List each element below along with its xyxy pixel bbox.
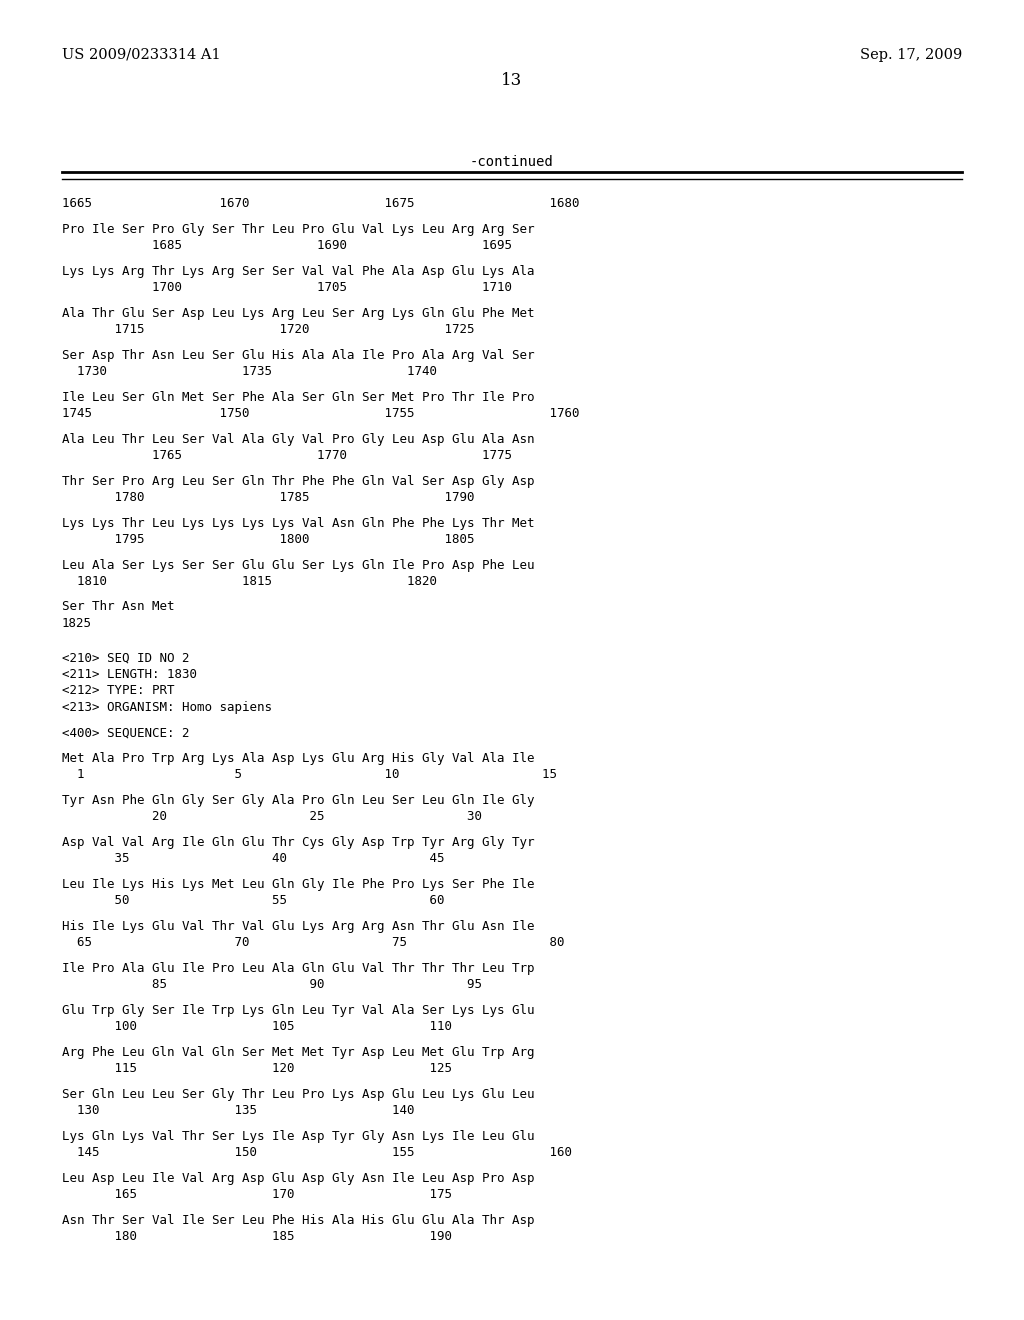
Text: Ser Asp Thr Asn Leu Ser Glu His Ala Ala Ile Pro Ala Arg Val Ser: Ser Asp Thr Asn Leu Ser Glu His Ala Ala …: [62, 348, 535, 362]
Text: 165                  170                  175: 165 170 175: [62, 1188, 452, 1201]
Text: Ala Thr Glu Ser Asp Leu Lys Arg Leu Ser Arg Lys Gln Glu Phe Met: Ala Thr Glu Ser Asp Leu Lys Arg Leu Ser …: [62, 306, 535, 319]
Text: 1795                  1800                  1805: 1795 1800 1805: [62, 533, 474, 546]
Text: <210> SEQ ID NO 2: <210> SEQ ID NO 2: [62, 652, 189, 664]
Text: 1                    5                   10                   15: 1 5 10 15: [62, 768, 557, 781]
Text: Tyr Asn Phe Gln Gly Ser Gly Ala Pro Gln Leu Ser Leu Gln Ile Gly: Tyr Asn Phe Gln Gly Ser Gly Ala Pro Gln …: [62, 795, 535, 807]
Text: 20                   25                   30: 20 25 30: [62, 810, 482, 824]
Text: <211> LENGTH: 1830: <211> LENGTH: 1830: [62, 668, 197, 681]
Text: 65                   70                   75                   80: 65 70 75 80: [62, 936, 564, 949]
Text: 1730                  1735                  1740: 1730 1735 1740: [62, 366, 437, 378]
Text: Glu Trp Gly Ser Ile Trp Lys Gln Leu Tyr Val Ala Ser Lys Lys Glu: Glu Trp Gly Ser Ile Trp Lys Gln Leu Tyr …: [62, 1005, 535, 1016]
Text: Ser Thr Asn Met: Ser Thr Asn Met: [62, 601, 174, 614]
Text: 50                   55                   60: 50 55 60: [62, 895, 444, 908]
Text: Asn Thr Ser Val Ile Ser Leu Phe His Ala His Glu Glu Ala Thr Asp: Asn Thr Ser Val Ile Ser Leu Phe His Ala …: [62, 1214, 535, 1228]
Text: 13: 13: [502, 73, 522, 88]
Text: 85                   90                   95: 85 90 95: [62, 978, 482, 991]
Text: Asp Val Val Arg Ile Gln Glu Thr Cys Gly Asp Trp Tyr Arg Gly Tyr: Asp Val Val Arg Ile Gln Glu Thr Cys Gly …: [62, 836, 535, 849]
Text: 35                   40                   45: 35 40 45: [62, 853, 444, 866]
Text: Thr Ser Pro Arg Leu Ser Gln Thr Phe Phe Gln Val Ser Asp Gly Asp: Thr Ser Pro Arg Leu Ser Gln Thr Phe Phe …: [62, 474, 535, 487]
Text: Leu Ala Ser Lys Ser Ser Glu Glu Ser Lys Gln Ile Pro Asp Phe Leu: Leu Ala Ser Lys Ser Ser Glu Glu Ser Lys …: [62, 558, 535, 572]
Text: 1685                  1690                  1695: 1685 1690 1695: [62, 239, 512, 252]
Text: 130                  135                  140: 130 135 140: [62, 1105, 415, 1118]
Text: 100                  105                  110: 100 105 110: [62, 1020, 452, 1034]
Text: <400> SEQUENCE: 2: <400> SEQUENCE: 2: [62, 726, 189, 739]
Text: Ile Pro Ala Glu Ile Pro Leu Ala Gln Glu Val Thr Thr Thr Leu Trp: Ile Pro Ala Glu Ile Pro Leu Ala Gln Glu …: [62, 962, 535, 975]
Text: Pro Ile Ser Pro Gly Ser Thr Leu Pro Glu Val Lys Leu Arg Arg Ser: Pro Ile Ser Pro Gly Ser Thr Leu Pro Glu …: [62, 223, 535, 235]
Text: 1810                  1815                  1820: 1810 1815 1820: [62, 576, 437, 587]
Text: 1765                  1770                  1775: 1765 1770 1775: [62, 449, 512, 462]
Text: Leu Ile Lys His Lys Met Leu Gln Gly Ile Phe Pro Lys Ser Phe Ile: Leu Ile Lys His Lys Met Leu Gln Gly Ile …: [62, 878, 535, 891]
Text: Leu Asp Leu Ile Val Arg Asp Glu Asp Gly Asn Ile Leu Asp Pro Asp: Leu Asp Leu Ile Val Arg Asp Glu Asp Gly …: [62, 1172, 535, 1185]
Text: Ala Leu Thr Leu Ser Val Ala Gly Val Pro Gly Leu Asp Glu Ala Asn: Ala Leu Thr Leu Ser Val Ala Gly Val Pro …: [62, 433, 535, 446]
Text: Met Ala Pro Trp Arg Lys Ala Asp Lys Glu Arg His Gly Val Ala Ile: Met Ala Pro Trp Arg Lys Ala Asp Lys Glu …: [62, 752, 535, 766]
Text: Ser Gln Leu Leu Ser Gly Thr Leu Pro Lys Asp Glu Leu Lys Glu Leu: Ser Gln Leu Leu Ser Gly Thr Leu Pro Lys …: [62, 1088, 535, 1101]
Text: 145                  150                  155                  160: 145 150 155 160: [62, 1147, 572, 1159]
Text: 1825: 1825: [62, 616, 92, 630]
Text: 1700                  1705                  1710: 1700 1705 1710: [62, 281, 512, 294]
Text: Lys Lys Arg Thr Lys Arg Ser Ser Val Val Phe Ala Asp Glu Lys Ala: Lys Lys Arg Thr Lys Arg Ser Ser Val Val …: [62, 264, 535, 277]
Text: <213> ORGANISM: Homo sapiens: <213> ORGANISM: Homo sapiens: [62, 701, 272, 714]
Text: 1665                 1670                  1675                  1680: 1665 1670 1675 1680: [62, 197, 580, 210]
Text: 180                  185                  190: 180 185 190: [62, 1230, 452, 1243]
Text: -continued: -continued: [470, 154, 554, 169]
Text: Lys Gln Lys Val Thr Ser Lys Ile Asp Tyr Gly Asn Lys Ile Leu Glu: Lys Gln Lys Val Thr Ser Lys Ile Asp Tyr …: [62, 1130, 535, 1143]
Text: Lys Lys Thr Leu Lys Lys Lys Lys Val Asn Gln Phe Phe Lys Thr Met: Lys Lys Thr Leu Lys Lys Lys Lys Val Asn …: [62, 516, 535, 529]
Text: Arg Phe Leu Gln Val Gln Ser Met Met Tyr Asp Leu Met Glu Trp Arg: Arg Phe Leu Gln Val Gln Ser Met Met Tyr …: [62, 1045, 535, 1059]
Text: <212> TYPE: PRT: <212> TYPE: PRT: [62, 685, 174, 697]
Text: Sep. 17, 2009: Sep. 17, 2009: [860, 48, 962, 62]
Text: His Ile Lys Glu Val Thr Val Glu Lys Arg Arg Asn Thr Glu Asn Ile: His Ile Lys Glu Val Thr Val Glu Lys Arg …: [62, 920, 535, 933]
Text: 1745                 1750                  1755                  1760: 1745 1750 1755 1760: [62, 407, 580, 420]
Text: US 2009/0233314 A1: US 2009/0233314 A1: [62, 48, 220, 62]
Text: Ile Leu Ser Gln Met Ser Phe Ala Ser Gln Ser Met Pro Thr Ile Pro: Ile Leu Ser Gln Met Ser Phe Ala Ser Gln …: [62, 391, 535, 404]
Text: 1780                  1785                  1790: 1780 1785 1790: [62, 491, 474, 504]
Text: 1715                  1720                  1725: 1715 1720 1725: [62, 323, 474, 337]
Text: 115                  120                  125: 115 120 125: [62, 1063, 452, 1076]
